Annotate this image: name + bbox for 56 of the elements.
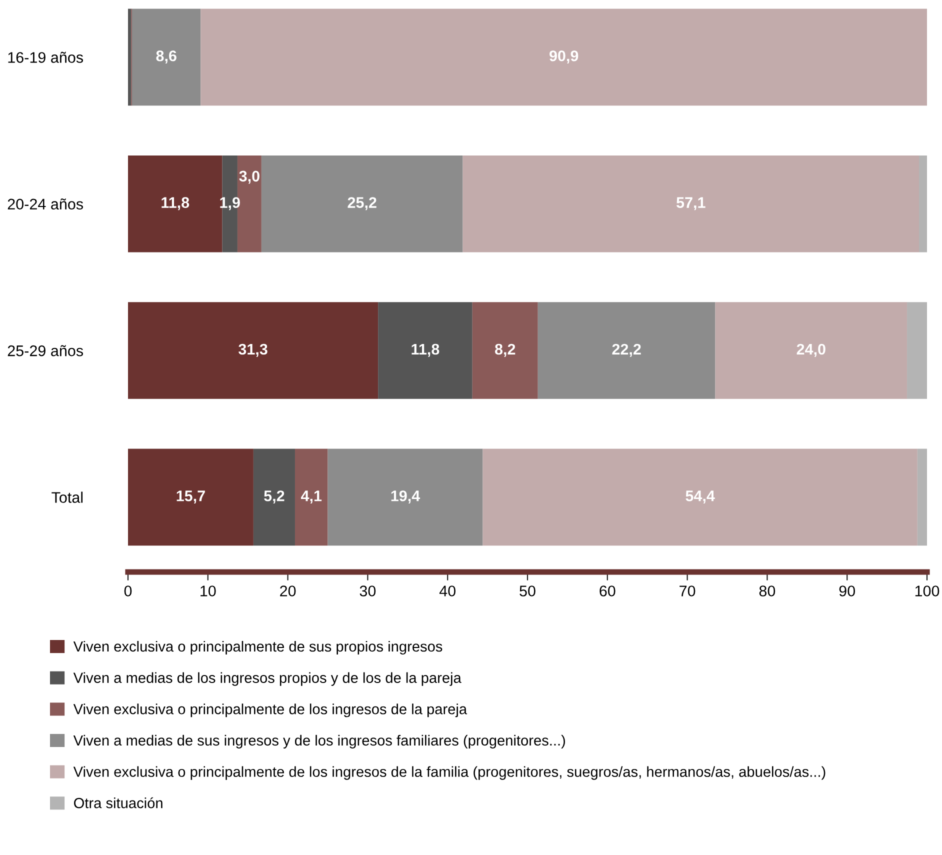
legend-label: Otra situación [74,797,162,808]
bar [715,302,908,399]
bar [462,155,920,252]
data-label: 57,1 [676,197,706,210]
data-label: 54,4 [686,490,715,504]
data-label: 1,9 [220,197,240,210]
bar [294,448,328,546]
data-label: 24,0 [796,344,826,357]
data-label: 8,6 [156,50,176,64]
data-label: 4,1 [300,490,322,504]
data-label: 3,0 [239,170,260,184]
bar [128,8,132,106]
bar [538,302,716,399]
x-tick-label: 90 [839,586,855,596]
bar [253,448,295,546]
data-label: 22,2 [612,344,641,357]
data-label: 31,3 [238,344,268,357]
x-tick-label: 50 [520,586,536,596]
data-label: 8,2 [494,344,516,357]
x-tick-label: 70 [680,586,696,596]
y-tick-label: 20-24 años [8,198,84,210]
bar [132,8,201,106]
bar [907,302,927,399]
bar [919,155,927,252]
x-tick-label: 100 [915,586,940,596]
y-tick-label: 25-29 años [8,345,84,356]
bar [482,448,918,546]
data-label: 11,8 [412,344,440,357]
legend-label: Viven a medias de sus ingresos y de los ingresos familiares (progenitores...) [73,734,565,748]
data-label: 11,8 [162,197,190,210]
legend-label: Viven exclusiva o principalmente de los ingresos de la pareja [73,704,468,718]
bar [200,8,927,106]
x-tick-label: 0 [124,586,132,596]
bar [472,302,538,399]
x-tick-label: 80 [759,586,776,596]
data-label: 19,4 [391,490,420,504]
bar [261,155,463,252]
y-tick-label: 16-19 años [8,52,84,63]
legend-label: Viven exclusiva o principalmente de los ingresos de la familia (progenitores, suegros/as, hermanos/as, abuelos/as...) [73,766,826,780]
legend-label: Viven a medias de los ingresos propios y de los de la pareja [73,672,462,686]
data-label: 90,9 [550,50,578,64]
data-label: 5,2 [264,490,284,504]
legend-label: Viven exclusiva o principalmente de sus propios ingresos [73,640,442,655]
bar [378,302,472,399]
data-label: 15,7 [176,490,205,504]
y-tick-label: Total [52,492,83,503]
x-tick-label: 30 [360,586,376,596]
x-tick-label: 20 [280,586,296,596]
data-label: 25,2 [348,197,376,210]
bar [128,302,378,399]
bar [917,448,927,546]
x-tick-label: 40 [439,586,456,596]
bar [128,448,254,546]
bar [328,448,483,546]
x-tick-label: 60 [600,586,616,596]
x-tick-label: 10 [200,586,216,596]
